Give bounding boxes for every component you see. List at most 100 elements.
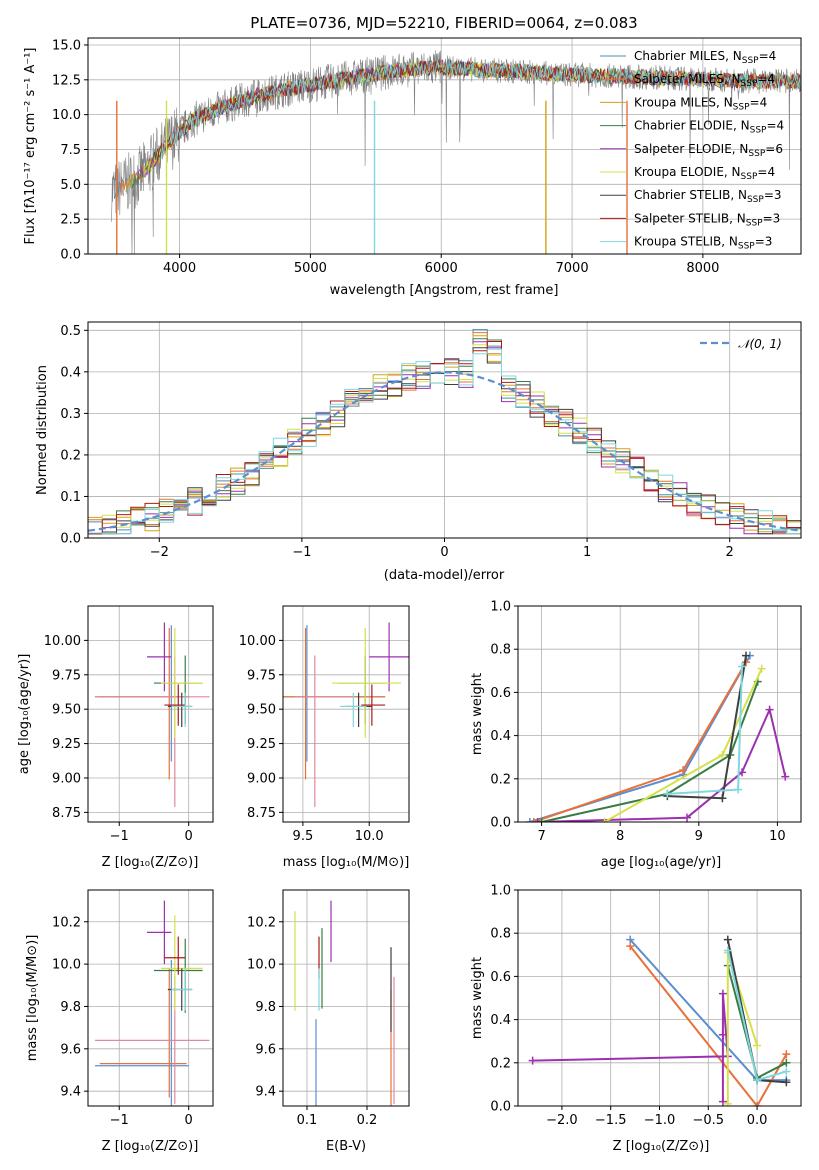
resid-xtick-label: 1 <box>583 545 591 560</box>
wage-marker-1-1 <box>679 766 688 775</box>
agez-ytick-label: 10.00 <box>44 634 81 649</box>
wz-marker-5-0 <box>723 935 732 944</box>
mass-vs-ebv-panel: 0.1 0.2 9.4 9.6 9.8 10.0 10.2 <box>247 889 410 1128</box>
legend-label-1: Salpeter MILES, NSSP=4 <box>634 72 775 89</box>
wz-xtick-label: 0.0 <box>747 1113 768 1128</box>
wz-line-4 <box>726 952 759 1104</box>
agem-plot-area <box>283 622 409 807</box>
legend-sub-2: SSP <box>733 102 750 112</box>
wage-marker-4-1 <box>718 751 727 760</box>
wz-ytick-label: 1.0 <box>490 884 511 899</box>
legend-n-4: =6 <box>765 142 783 156</box>
wage-ytick-label: 0.4 <box>490 729 511 744</box>
legend-sub-8: SSP <box>738 242 755 252</box>
wage-xtick-label: 10 <box>769 829 786 844</box>
weight-z-xlabel: Z [log₁₀(Z/Z⊙)] <box>613 1139 710 1154</box>
agez-plot-area <box>94 622 210 807</box>
wage-line-6 <box>667 666 743 795</box>
wage-marker-2-3 <box>765 705 774 714</box>
spec-ytick-label: 5.0 <box>60 178 81 193</box>
agem-frame <box>282 605 410 823</box>
wage-marker-6-0 <box>663 789 672 798</box>
age-z-ylabel: age [log₁₀(age/yr)] <box>17 654 32 775</box>
mass-ebv-xlabel: E(B-V) <box>326 1139 366 1154</box>
wage-marker-2-4 <box>781 772 790 781</box>
massebv-plot-area <box>294 900 395 1106</box>
agem-ytick-label: 8.75 <box>247 806 276 821</box>
wz-marker-4-0 <box>723 1099 732 1106</box>
massebv-xtick-label: 0.2 <box>357 1113 378 1128</box>
spec-ytick-label: 7.5 <box>60 143 81 158</box>
wz-xtick-label: −0.5 <box>693 1113 725 1128</box>
resid-ytick-label: 0.3 <box>60 407 81 422</box>
spec-ytick-label: 2.5 <box>60 213 81 228</box>
massz-ytick-label: 9.6 <box>60 1042 81 1057</box>
legend-label-8: Kroupa STELIB, NSSP=3 <box>634 235 772 252</box>
wz-xtick-label: −1.5 <box>595 1113 627 1128</box>
weight-age-xlabel: age [log₁₀(age/yr)] <box>601 855 722 870</box>
wage-ytick-label: 1.0 <box>490 600 511 615</box>
massz-xtick-label: −1 <box>110 1113 129 1128</box>
wage-marker-2-1 <box>683 813 692 822</box>
wz-ytick-label: 0.2 <box>490 1056 511 1071</box>
agem-xtick-label: 9.5 <box>293 829 314 844</box>
spectrum-title: PLATE=0736, MJD=52210, FIBERID=0064, z=0… <box>250 14 637 32</box>
age-vs-z-panel: −1 0 8.75 9.00 9.25 9.50 9.75 10.00 <box>44 605 214 844</box>
agez-ytick-label: 8.75 <box>52 806 81 821</box>
wage-xtick-label: 8 <box>616 829 624 844</box>
massebv-ytick-label: 9.4 <box>255 1085 276 1100</box>
resid-xtick-label: −1 <box>292 545 311 560</box>
legend-label-2: Kroupa MILES, NSSP=4 <box>634 95 767 112</box>
wage-line-3 <box>541 681 759 822</box>
massebv-ytick-label: 9.8 <box>255 1000 276 1015</box>
wz-marker-3-2 <box>782 1058 791 1067</box>
agez-ytick-label: 9.25 <box>52 737 81 752</box>
mass-vs-z-panel: −1 0 9.4 9.6 9.8 10.0 10.2 <box>52 889 214 1128</box>
resid-plot-area <box>88 329 801 535</box>
resid-frame <box>87 321 802 539</box>
legend-n-7: =3 <box>763 211 781 225</box>
wage-marker-5-2 <box>741 651 750 660</box>
spec-ytick-label: 0.0 <box>60 248 81 263</box>
wage-marker-5-1 <box>718 794 727 803</box>
wage-ytick-label: 0.2 <box>490 772 511 787</box>
massz-xtick-label: 0 <box>185 1113 193 1128</box>
spec-ytick-label: 10.0 <box>52 108 81 123</box>
wz-plot-area <box>528 935 791 1106</box>
agez-xtick-label: 0 <box>185 829 193 844</box>
model-spectrum-8 <box>160 60 801 160</box>
agez-ytick-label: 9.75 <box>52 668 81 683</box>
wz-xtick-label: −2.0 <box>546 1113 578 1128</box>
agez-frame <box>87 605 214 823</box>
legend-n-2: =4 <box>750 95 768 109</box>
legend-sub-3: SSP <box>750 126 767 136</box>
wage-marker-3-0 <box>537 818 546 822</box>
legend-label-4: Salpeter ELODIE, NSSP=6 <box>634 142 783 159</box>
wz-marker-2-4 <box>718 1097 727 1106</box>
spectrum-ylabel: Flux [fλ10⁻¹⁷ erg cm⁻² s⁻¹ A⁻¹] <box>23 48 38 245</box>
spec-frame <box>87 37 802 255</box>
legend-sub-1: SSP <box>741 79 758 89</box>
spectrum-panel: 4000 5000 6000 7000 8000 0.0 2.5 5.0 7.5 10.0 12.5… <box>52 37 802 276</box>
histogram-6 <box>88 347 801 535</box>
wz-marker-1-1 <box>753 1102 762 1106</box>
wz-xtick-label: −1.0 <box>644 1113 676 1128</box>
legend-sub-7: SSP <box>746 218 763 228</box>
age-vs-mass-panel: 9.5 10.0 8.75 9.00 9.25 9.50 9.75 10.00 <box>239 605 410 844</box>
legend-label-7: Salpeter STELIB, NSSP=3 <box>634 211 780 228</box>
spec-xtick-label: 8000 <box>686 261 719 276</box>
mass-z-ylabel: mass [log₁₀(M/M⊙)] <box>25 935 40 1062</box>
legend-n-0: =4 <box>759 49 777 63</box>
resid-ytick-label: 0.5 <box>60 324 81 339</box>
wz-marker-6-0 <box>723 946 732 955</box>
wz-ytick-label: 0.8 <box>490 927 511 942</box>
wz-marker-1-0 <box>626 942 635 951</box>
wz-ytick-label: 0.4 <box>490 1013 511 1028</box>
wage-marker-4-2 <box>757 664 766 673</box>
wage-ytick-label: 0.6 <box>490 686 511 701</box>
wage-marker-1-0 <box>529 818 538 822</box>
agez-ytick-label: 9.50 <box>52 703 81 718</box>
agez-ytick-label: 9.00 <box>52 771 81 786</box>
massz-plot-area <box>94 900 210 1106</box>
legend-n-3: =4 <box>766 119 784 133</box>
